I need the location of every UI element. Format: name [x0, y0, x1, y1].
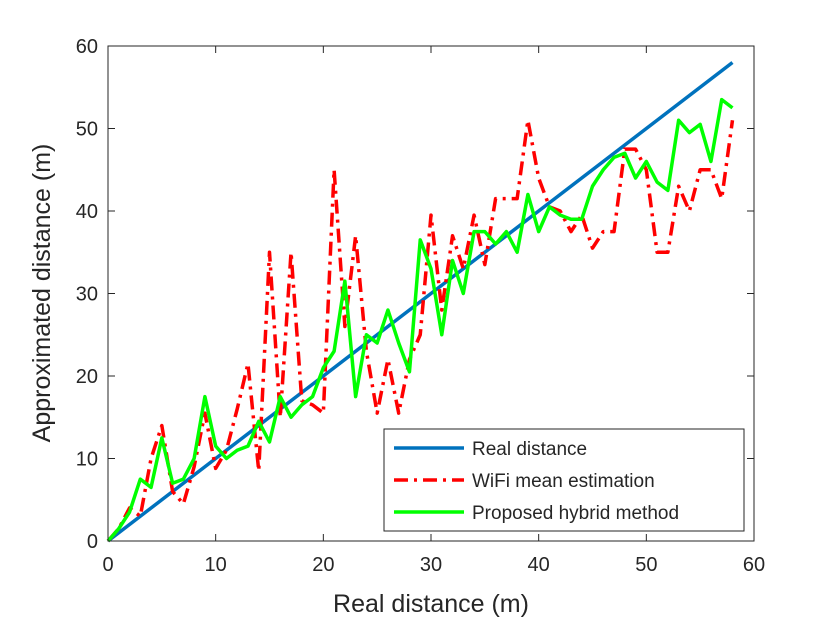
y-axis-label: Approximated distance (m) — [28, 144, 56, 443]
axes-box — [107, 45, 755, 542]
legend: Real distance WiFi mean estimation Propose… — [383, 428, 745, 532]
y-tick-label: 20 — [76, 366, 98, 388]
data-line — [106, 118, 735, 543]
legend-box — [383, 428, 745, 532]
x-tick-label: 10 — [205, 554, 227, 576]
y-tick-label: 60 — [76, 36, 98, 58]
legend-label: Proposed hybrid method — [472, 503, 679, 524]
x-tick-label: 30 — [420, 554, 442, 576]
x-tick-label: 50 — [635, 554, 657, 576]
data-line — [106, 97, 734, 543]
y-tick-label: 10 — [76, 449, 98, 471]
x-axis-label: Real distance (m) — [333, 590, 529, 618]
data-line — [106, 61, 734, 543]
x-tick-label: 0 — [102, 554, 113, 576]
x-tick-label: 40 — [528, 554, 550, 576]
x-tick-label: 60 — [743, 554, 765, 576]
y-tick-label: 50 — [76, 119, 98, 141]
y-tick-label: 40 — [76, 201, 98, 223]
y-tick-label: 30 — [76, 284, 98, 306]
y-tick-label: 0 — [87, 531, 98, 553]
legend-label: Real distance — [472, 439, 587, 460]
legend-label: WiFi mean estimation — [472, 471, 655, 492]
x-tick-label: 20 — [312, 554, 334, 576]
